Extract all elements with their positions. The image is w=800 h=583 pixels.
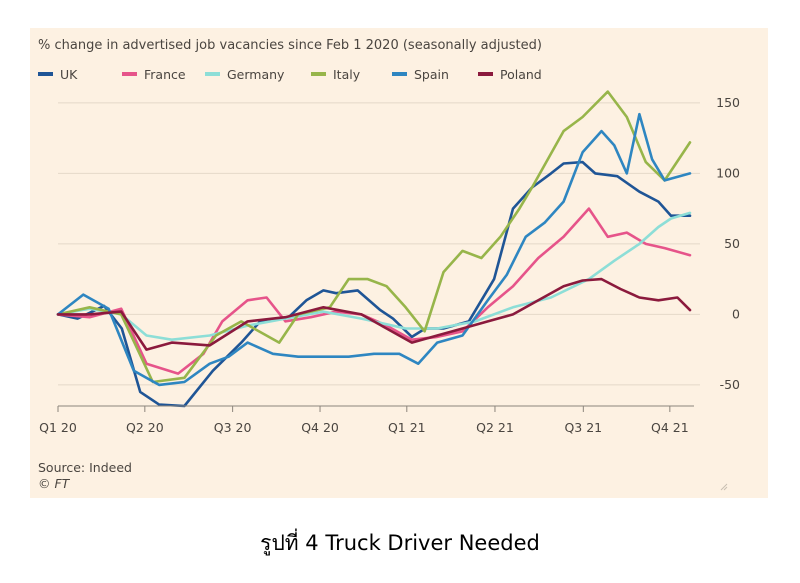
resize-grip-icon xyxy=(720,483,728,491)
legend-label-uk: UK xyxy=(60,67,78,82)
x-axis: Q1 20 Q2 20 Q3 20 Q4 20 Q1 21 Q2 21 Q3 21 Q4 21 xyxy=(39,405,694,435)
x-tick-label: Q3 20 xyxy=(214,420,252,435)
legend-label-france: France xyxy=(144,67,186,82)
series-line-germany xyxy=(56,211,692,341)
y-tick-label: 50 xyxy=(724,236,740,251)
y-tick-label: 150 xyxy=(716,95,740,110)
chart-title: % change in advertised job vacancies sin… xyxy=(38,38,542,53)
series-line-italy xyxy=(56,90,692,384)
x-tick-label: Q1 20 xyxy=(39,420,77,435)
x-tick-label: Q1 21 xyxy=(388,420,426,435)
legend: UK France Germany Italy Spain Poland xyxy=(38,67,542,82)
figure-caption: รูปที่ 4 Truck Driver Needed xyxy=(260,531,540,555)
y-tick-label: 0 xyxy=(732,306,740,321)
y-tick-label: -50 xyxy=(720,377,740,392)
legend-label-poland: Poland xyxy=(500,67,542,82)
gridlines xyxy=(58,102,700,386)
y-axis-ticks: 150 100 50 0 -50 xyxy=(716,95,740,392)
legend-label-italy: Italy xyxy=(333,67,361,82)
legend-label-germany: Germany xyxy=(227,67,285,82)
series-line-uk xyxy=(56,160,692,408)
x-tick-label: Q2 21 xyxy=(476,420,514,435)
series-line-poland xyxy=(56,277,692,351)
chart-card: % change in advertised job vacancies sin… xyxy=(30,28,768,498)
y-tick-label: 100 xyxy=(716,165,740,180)
series-lines xyxy=(56,90,692,408)
line-chart: % change in advertised job vacancies sin… xyxy=(38,38,740,491)
legend-label-spain: Spain xyxy=(414,67,449,82)
x-tick-label: Q4 21 xyxy=(651,420,689,435)
ft-logo-text: © FT xyxy=(38,476,71,491)
x-tick-label: Q2 20 xyxy=(126,420,164,435)
x-tick-label: Q3 21 xyxy=(564,420,602,435)
source-note: Source: Indeed xyxy=(38,460,132,475)
series-line-france xyxy=(56,207,692,375)
series-line-spain xyxy=(56,112,692,387)
x-tick-label: Q4 20 xyxy=(301,420,339,435)
